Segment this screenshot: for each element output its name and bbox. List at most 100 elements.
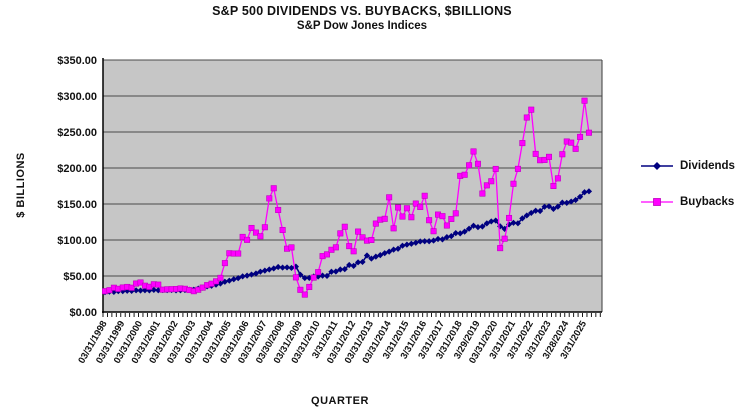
gridlines xyxy=(103,59,603,312)
buybacks-point xyxy=(554,175,561,182)
buybacks-point xyxy=(337,230,344,237)
dividends-point xyxy=(461,228,468,235)
plot-area xyxy=(103,60,602,312)
dividends-point xyxy=(266,266,273,273)
buybacks-point xyxy=(403,205,410,212)
dividends-point xyxy=(514,220,522,227)
dividends-point xyxy=(332,268,339,275)
y-axis-title: $ BILLIONS xyxy=(15,152,27,218)
dividends-point xyxy=(523,212,530,219)
dividends-point xyxy=(585,188,593,195)
buybacks-point xyxy=(523,114,530,121)
dividends-point xyxy=(399,242,406,249)
dividends-point xyxy=(545,203,553,210)
y-tick-label: $100.00 xyxy=(57,235,97,247)
buybacks-point xyxy=(461,171,468,178)
dividends-point xyxy=(306,274,313,281)
dividends-point xyxy=(279,264,286,271)
buybacks-point xyxy=(448,215,455,222)
dividends-point xyxy=(550,205,557,212)
buybacks-point xyxy=(541,156,548,163)
chart-subtitle: S&P Dow Jones Indices xyxy=(296,20,428,32)
buybacks-point xyxy=(248,224,255,231)
buybacks-point xyxy=(585,129,592,136)
buybacks-point xyxy=(350,248,357,255)
dividends-point xyxy=(474,224,482,231)
buybacks-point xyxy=(506,214,513,221)
y-tick-label: $350.00 xyxy=(57,55,97,67)
buybacks-point xyxy=(261,224,268,231)
buybacks-point xyxy=(381,215,388,222)
dividends-point xyxy=(554,203,561,210)
buybacks-point xyxy=(266,195,273,202)
buybacks-point xyxy=(332,244,339,251)
buybacks-point xyxy=(474,160,481,167)
buybacks-point xyxy=(315,269,322,276)
x-axis-labels: 03/31/199803/31/199903/31/200003/31/2001… xyxy=(76,318,589,365)
dividends-point xyxy=(124,287,131,294)
dividends-point xyxy=(563,199,570,206)
dividends-point xyxy=(230,276,237,283)
buybacks-point xyxy=(559,151,566,158)
buybacks-point xyxy=(412,200,419,207)
buybacks-point xyxy=(306,283,313,290)
dividends-point xyxy=(354,259,362,266)
dividends-point xyxy=(386,248,393,255)
buybacks-point xyxy=(341,223,348,230)
dividends-point xyxy=(426,238,433,245)
buybacks-point xyxy=(514,165,521,172)
y-tick-label: $150.00 xyxy=(57,199,97,211)
dividends-point xyxy=(470,222,477,229)
buybacks-point xyxy=(257,233,264,240)
series-buybacks xyxy=(102,97,592,298)
buybacks-point xyxy=(355,228,362,235)
dividends-point xyxy=(337,266,344,273)
buybacks-marker-icon xyxy=(641,198,673,206)
dividends-point xyxy=(501,225,508,232)
dividends-point xyxy=(377,252,384,259)
dividends-point xyxy=(350,262,357,269)
legend-label-buybacks: Buybacks xyxy=(680,196,735,208)
buybacks-point xyxy=(301,291,308,298)
dividends-point xyxy=(483,220,490,227)
dividends-point xyxy=(283,264,291,271)
buybacks-point xyxy=(501,235,508,242)
dividends-point xyxy=(275,263,282,271)
dividends-point xyxy=(221,278,228,285)
buybacks-point xyxy=(323,251,330,258)
dividends-point xyxy=(381,250,388,257)
dividends-point xyxy=(465,225,473,232)
title-block: S&P 500 DIVIDENDS VS. BUYBACKS, $BILLION… xyxy=(0,4,724,32)
dividends-point xyxy=(479,223,486,230)
buybacks-point xyxy=(430,228,437,235)
buybacks-point xyxy=(399,213,406,220)
buybacks-point xyxy=(519,140,526,147)
dividends-point xyxy=(488,218,495,225)
buybacks-point xyxy=(359,234,366,241)
dividends-point xyxy=(532,207,539,214)
buybacks-point xyxy=(550,183,557,190)
dividends-point xyxy=(417,238,424,245)
buybacks-point xyxy=(421,192,428,199)
y-tick-label: $250.00 xyxy=(57,127,97,139)
y-tick-label: $200.00 xyxy=(57,163,97,175)
y-tick-label: $0.00 xyxy=(69,307,97,319)
dividends-point xyxy=(408,240,415,247)
buybacks-point xyxy=(492,165,499,172)
dividends-point xyxy=(541,203,548,210)
dividends-point xyxy=(341,265,348,273)
buybacks-point xyxy=(572,145,579,152)
buybacks-point xyxy=(252,229,259,236)
dividends-point xyxy=(528,209,535,217)
buybacks-point xyxy=(532,150,539,157)
dividends-point xyxy=(492,217,499,224)
dividends-point xyxy=(323,272,331,280)
buybacks-point xyxy=(545,153,552,160)
dividends-point xyxy=(519,215,526,222)
dividends-point xyxy=(443,234,450,241)
dividends-point xyxy=(110,288,117,295)
dividends-point xyxy=(146,287,153,294)
y-tick-label: $50.00 xyxy=(63,271,97,283)
